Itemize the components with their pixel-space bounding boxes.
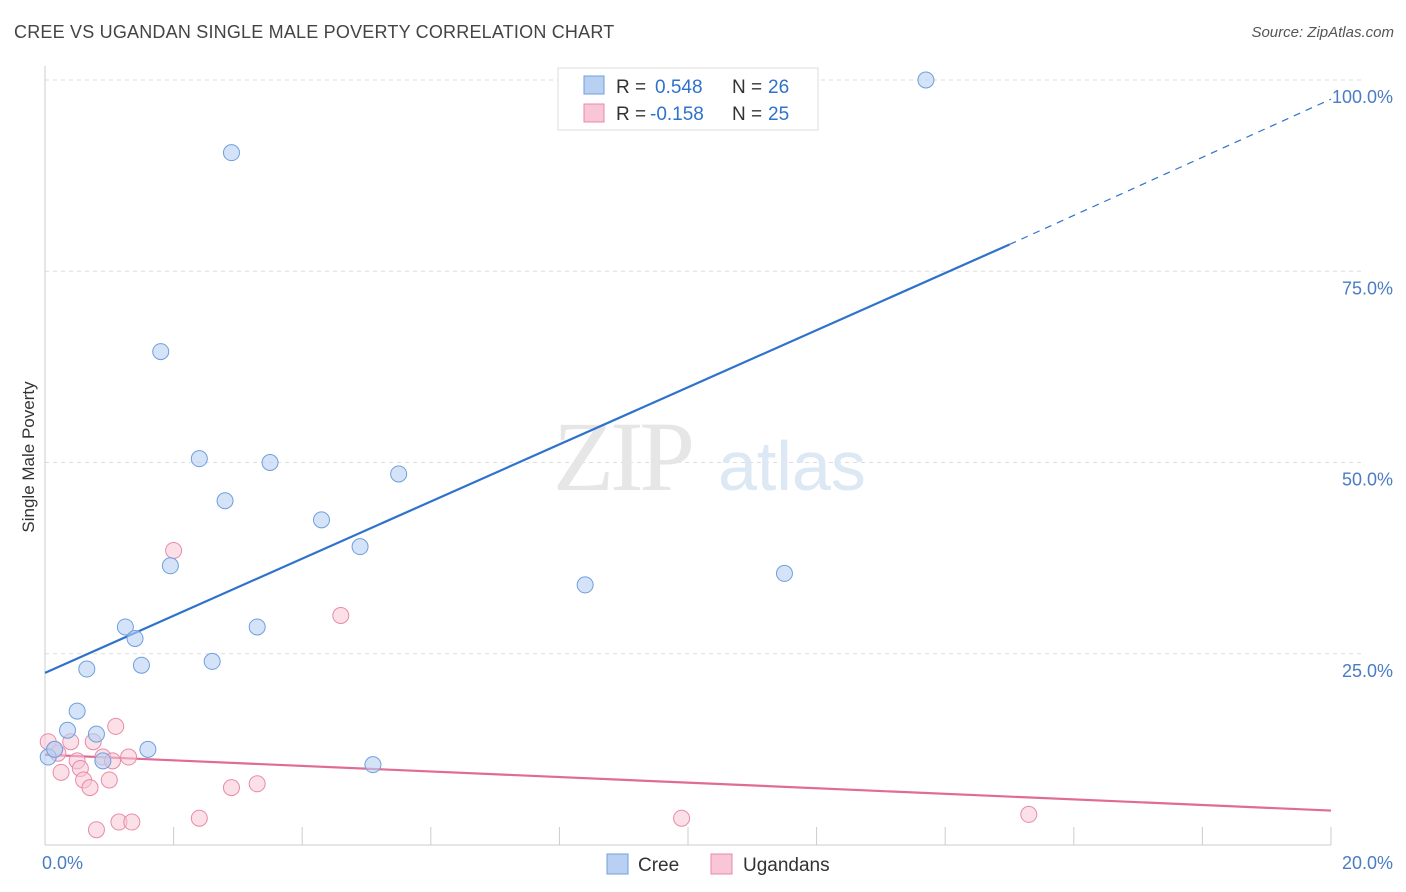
y-axis-label: Single Male Poverty bbox=[19, 381, 38, 533]
point-cree-25 bbox=[917, 71, 935, 89]
point-ugandans-13 bbox=[107, 717, 125, 735]
point-cree-9 bbox=[132, 656, 150, 674]
x-tick-label-0: 0.0% bbox=[42, 853, 83, 873]
point-cree-10 bbox=[139, 740, 157, 758]
point-cree-5 bbox=[87, 725, 105, 743]
bottom-legend-ugandans: Ugandans bbox=[743, 855, 830, 876]
point-ugandans-17 bbox=[165, 541, 183, 559]
legend-n-value-cree: 26 bbox=[768, 77, 789, 98]
trend-line-ugandans bbox=[44, 753, 1332, 812]
point-ugandans-15 bbox=[120, 748, 138, 766]
watermark-atlas: atlas bbox=[718, 427, 866, 505]
watermark-zip: ZIP bbox=[553, 401, 691, 512]
bottom-legend-swatch-cree bbox=[606, 853, 629, 875]
point-ugandans-2 bbox=[52, 763, 70, 781]
point-cree-19 bbox=[312, 511, 330, 529]
bottom-legend-cree: Cree bbox=[638, 855, 679, 876]
legend-r-value-cree: 0.548 bbox=[655, 77, 703, 98]
point-cree-15 bbox=[216, 492, 234, 510]
point-cree-4 bbox=[78, 660, 96, 678]
point-cree-21 bbox=[364, 756, 382, 774]
point-ugandans-16 bbox=[123, 813, 141, 831]
legend-n-label-cree: N = bbox=[732, 77, 762, 98]
point-ugandans-21 bbox=[332, 607, 350, 624]
point-cree-7 bbox=[116, 618, 134, 636]
point-ugandans-11 bbox=[100, 771, 118, 789]
source-label: Source: ZipAtlas.com bbox=[1251, 24, 1394, 41]
point-ugandans-19 bbox=[222, 779, 240, 797]
point-cree-22 bbox=[390, 465, 408, 483]
point-cree-17 bbox=[248, 618, 266, 636]
point-ugandans-9 bbox=[87, 821, 105, 839]
point-cree-16 bbox=[222, 144, 240, 162]
legend-r-label-ugandans: R = bbox=[616, 104, 646, 125]
trend-line-cree bbox=[44, 243, 1010, 674]
legend-swatch-cree bbox=[583, 75, 605, 95]
point-cree-14 bbox=[203, 652, 221, 670]
watermark: ZIP atlas bbox=[553, 401, 866, 512]
x-tick-label-1: 20.0% bbox=[1342, 853, 1393, 873]
y-tick-label-2: 75.0% bbox=[1342, 278, 1393, 298]
legend-n-label-ugandans: N = bbox=[732, 104, 762, 125]
trend-line-cree-extension bbox=[1009, 98, 1332, 246]
grid-lines bbox=[45, 79, 1361, 655]
point-ugandans-7 bbox=[81, 779, 99, 797]
legend-r-value-ugandans: -0.158 bbox=[650, 104, 704, 125]
legend-swatch-ugandans bbox=[583, 103, 605, 123]
point-cree-6 bbox=[94, 752, 112, 770]
point-ugandans-22 bbox=[673, 809, 691, 827]
point-cree-13 bbox=[190, 450, 208, 468]
legend: R = 0.548 N = 26 R = -0.158 N = 25 bbox=[557, 67, 819, 131]
point-cree-18 bbox=[261, 454, 279, 471]
axes bbox=[44, 66, 1332, 846]
point-cree-2 bbox=[59, 721, 77, 739]
legend-n-value-ugandans: 25 bbox=[768, 104, 789, 125]
y-tick-label-1: 50.0% bbox=[1342, 470, 1393, 490]
data-points bbox=[39, 71, 1038, 839]
tick-labels: 25.0% 50.0% 75.0% 100.0% 0.0% 20.0% bbox=[42, 87, 1393, 873]
point-cree-20 bbox=[351, 538, 369, 556]
bottom-legend-swatch-ugandans bbox=[710, 853, 733, 875]
bottom-legend: Cree Ugandans bbox=[606, 853, 830, 876]
point-ugandans-18 bbox=[190, 809, 208, 827]
point-cree-23 bbox=[576, 576, 594, 594]
point-cree-11 bbox=[152, 343, 170, 361]
y-tick-label-3: 100.0% bbox=[1332, 87, 1393, 107]
y-tick-label-0: 25.0% bbox=[1342, 661, 1393, 681]
point-cree-12 bbox=[161, 557, 179, 575]
point-cree-3 bbox=[68, 702, 86, 720]
point-ugandans-23 bbox=[1020, 805, 1038, 823]
point-cree-1 bbox=[46, 740, 64, 758]
point-cree-8 bbox=[126, 629, 144, 647]
point-ugandans-20 bbox=[248, 775, 266, 793]
legend-r-label-cree: R = bbox=[616, 77, 646, 98]
trend-lines bbox=[44, 98, 1332, 812]
chart-title: CREE VS UGANDAN SINGLE MALE POVERTY CORR… bbox=[14, 22, 615, 42]
point-cree-24 bbox=[775, 564, 793, 582]
